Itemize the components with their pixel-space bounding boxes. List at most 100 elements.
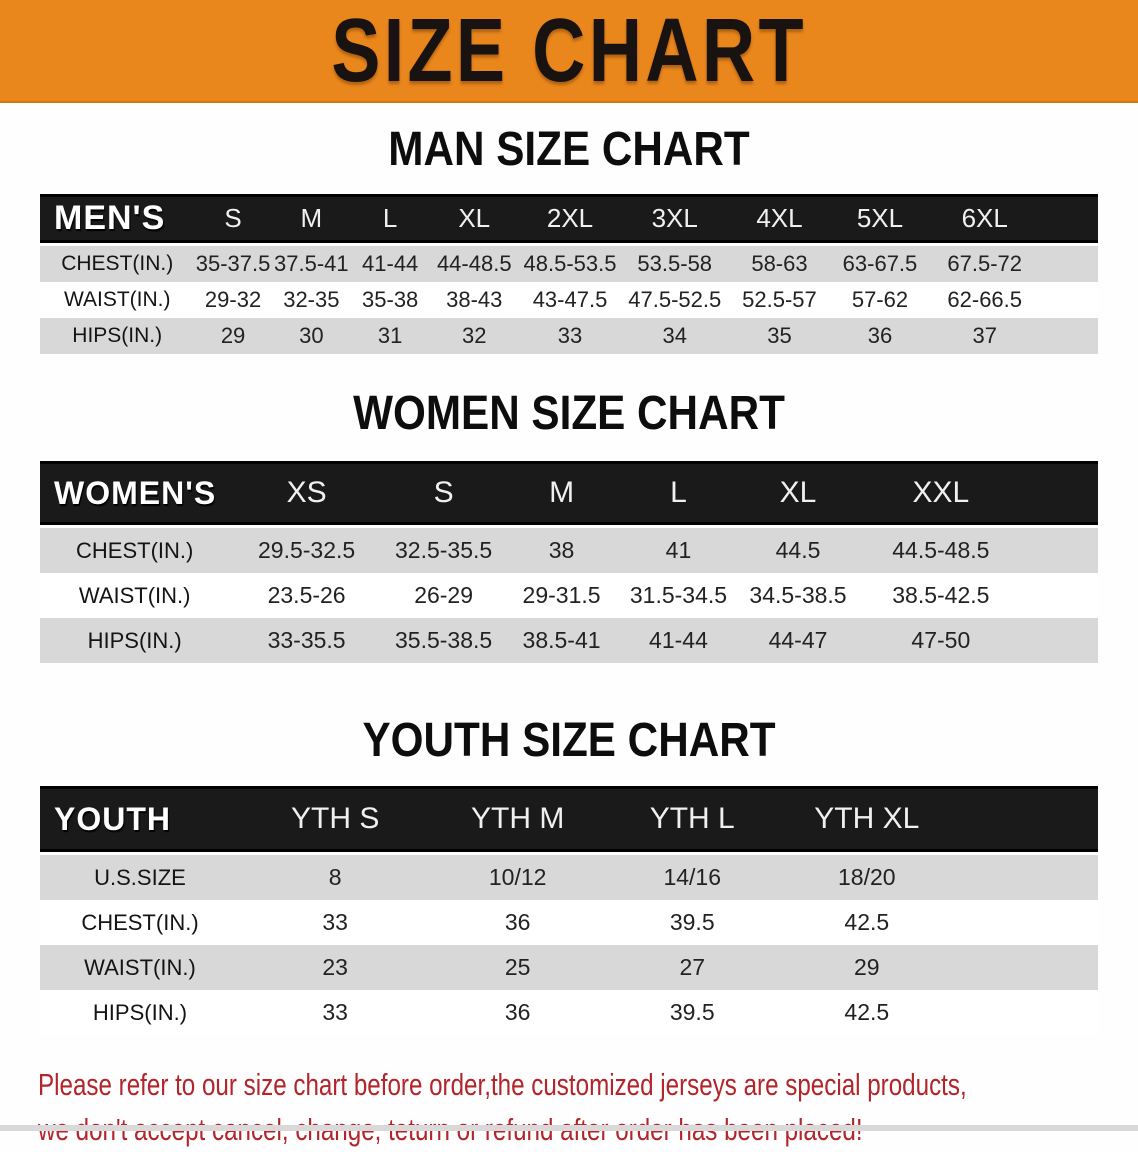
size-column-header: 6XL: [929, 194, 1040, 246]
size-table-header-row: WOMEN'S XS S M L XL XXL: [40, 461, 1098, 528]
size-value-cell: 42.5: [779, 900, 955, 945]
size-value-cell: 38.5-41: [503, 618, 620, 663]
row-filler-cell: [1022, 573, 1098, 618]
mens-size-table: MEN'S S M L XL 2XL 3XL 4XL 5XL 6XL CHEST(IN.) 35-37…: [40, 194, 1098, 354]
size-column-header: XS: [229, 461, 384, 528]
size-table-header-row: MEN'S S M L XL 2XL 3XL 4XL 5XL 6XL: [40, 194, 1098, 246]
measurement-row-label: WAIST(IN.): [40, 282, 195, 318]
size-value-cell: 35-37.5: [194, 246, 272, 282]
size-value-cell: 18/20: [779, 855, 955, 900]
size-value-cell: 31: [351, 318, 430, 354]
size-value-cell: 29: [779, 945, 955, 990]
size-value-cell: 41: [619, 528, 738, 573]
header-filler-cell: [954, 786, 1098, 855]
size-value-cell: 36: [830, 318, 930, 354]
size-value-cell: 57-62: [830, 282, 930, 318]
size-value-cell: 37.5-41: [271, 246, 352, 282]
size-value-cell: 36: [430, 900, 605, 945]
size-value-cell: 34: [620, 318, 729, 354]
header-filler-cell: [1039, 194, 1098, 246]
size-value-cell: 34.5-38.5: [737, 573, 859, 618]
size-value-cell: 33: [519, 318, 621, 354]
youth-section-title: YOUTH SIZE CHART: [362, 714, 776, 767]
measurement-row: U.S.SIZE 8 10/12 14/16 18/20: [40, 855, 1098, 900]
size-value-cell: 39.5: [604, 990, 780, 1035]
size-value-cell: 35-38: [351, 282, 430, 318]
size-value-cell: 33: [239, 900, 431, 945]
table-category-label: MEN'S: [40, 194, 195, 246]
size-value-cell: 25: [430, 945, 605, 990]
size-value-cell: 58-63: [728, 246, 831, 282]
row-filler-cell: [954, 900, 1098, 945]
size-column-header: L: [619, 461, 738, 528]
size-value-cell: 37: [929, 318, 1040, 354]
size-value-cell: 63-67.5: [830, 246, 930, 282]
table-category-label: WOMEN'S: [40, 461, 230, 528]
size-column-header: S: [383, 461, 504, 528]
size-value-cell: 47-50: [858, 618, 1023, 663]
row-filler-cell: [954, 945, 1098, 990]
row-filler-cell: [954, 990, 1098, 1035]
size-value-cell: 44-48.5: [429, 246, 520, 282]
size-value-cell: 41-44: [351, 246, 430, 282]
size-value-cell: 26-29: [383, 573, 504, 618]
measurement-row-label: WAIST(IN.): [40, 573, 230, 618]
measurement-row-label: HIPS(IN.): [40, 990, 240, 1035]
man-section-title: MAN SIZE CHART: [388, 123, 750, 176]
size-value-cell: 8: [239, 855, 431, 900]
row-filler-cell: [1039, 246, 1098, 282]
measurement-row: WAIST(IN.) 23.5-26 26-29 29-31.5 31.5-34.5 34…: [40, 573, 1098, 618]
size-value-cell: 23: [239, 945, 431, 990]
size-column-header: 5XL: [830, 194, 930, 246]
size-value-cell: 67.5-72: [929, 246, 1040, 282]
size-value-cell: 48.5-53.5: [519, 246, 621, 282]
size-column-header: YTH S: [239, 786, 431, 855]
bottom-edge-strip: [0, 1125, 1138, 1131]
size-value-cell: 62-66.5: [929, 282, 1040, 318]
measurement-row: HIPS(IN.) 33-35.5 35.5-38.5 38.5-41 41-44 44-…: [40, 618, 1098, 663]
measurement-row: CHEST(IN.) 33 36 39.5 42.5: [40, 900, 1098, 945]
size-value-cell: 32.5-35.5: [383, 528, 504, 573]
size-value-cell: 44.5-48.5: [858, 528, 1023, 573]
size-column-header: 4XL: [728, 194, 831, 246]
size-value-cell: 35: [728, 318, 831, 354]
size-column-header: 2XL: [519, 194, 621, 246]
measurement-row: WAIST(IN.) 29-32 32-35 35-38 38-43 43-47.5 47.…: [40, 282, 1098, 318]
row-filler-cell: [1039, 282, 1098, 318]
size-value-cell: 43-47.5: [519, 282, 621, 318]
measurement-row-label: HIPS(IN.): [40, 618, 230, 663]
warning-line-1: Please refer to our size chart before or…: [38, 1067, 967, 1102]
size-value-cell: 53.5-58: [620, 246, 729, 282]
size-value-cell: 29-32: [194, 282, 272, 318]
size-column-header: YTH XL: [779, 786, 955, 855]
row-filler-cell: [954, 855, 1098, 900]
size-value-cell: 44.5: [737, 528, 859, 573]
measurement-row-label: CHEST(IN.): [40, 246, 195, 282]
size-value-cell: 33-35.5: [229, 618, 384, 663]
size-value-cell: 38.5-42.5: [858, 573, 1023, 618]
measurement-row: CHEST(IN.) 35-37.5 37.5-41 41-44 44-48.5 48.5…: [40, 246, 1098, 282]
size-value-cell: 33: [239, 990, 431, 1035]
table-category-label: YOUTH: [40, 786, 240, 855]
size-column-header: YTH L: [604, 786, 780, 855]
size-chart-banner: SIZE CHART: [0, 0, 1138, 103]
header-filler-cell: [1022, 461, 1098, 528]
measurement-row: CHEST(IN.) 29.5-32.5 32.5-35.5 38 41 44.5 44.5…: [40, 528, 1098, 573]
size-column-header: XL: [429, 194, 520, 246]
youth-size-table: YOUTH YTH S YTH M YTH L YTH XL U.S.SIZE 8 10/12…: [40, 786, 1098, 1035]
measurement-row-label: CHEST(IN.): [40, 528, 230, 573]
size-value-cell: 27: [604, 945, 780, 990]
size-column-header: XL: [737, 461, 859, 528]
measurement-row-label: WAIST(IN.): [40, 945, 240, 990]
measurement-row: WAIST(IN.) 23 25 27 29: [40, 945, 1098, 990]
size-value-cell: 38-43: [429, 282, 520, 318]
row-filler-cell: [1022, 618, 1098, 663]
size-value-cell: 29: [194, 318, 272, 354]
size-value-cell: 35.5-38.5: [383, 618, 504, 663]
size-column-header: L: [351, 194, 430, 246]
measurement-row: HIPS(IN.) 33 36 39.5 42.5: [40, 990, 1098, 1035]
womens-size-table: WOMEN'S XS S M L XL XXL CHEST(IN.) 29.5-32.5 32.5…: [40, 461, 1098, 663]
size-value-cell: 31.5-34.5: [619, 573, 738, 618]
size-column-header: XXL: [858, 461, 1023, 528]
row-filler-cell: [1039, 318, 1098, 354]
